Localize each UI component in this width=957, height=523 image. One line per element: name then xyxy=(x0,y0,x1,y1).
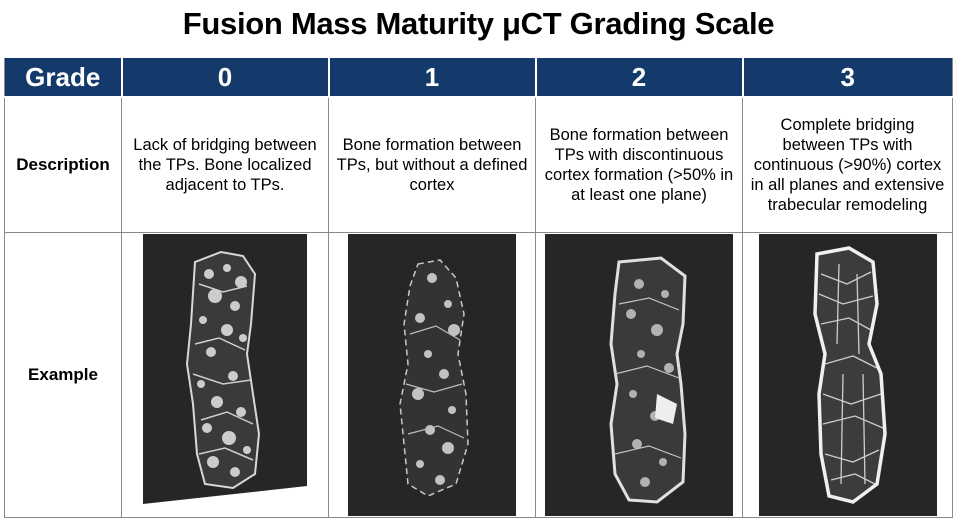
grade-2-example-cell xyxy=(535,232,743,518)
header-row: Grade 0 1 2 3 xyxy=(4,56,953,98)
grade-3-description: Complete bridging between TPs with conti… xyxy=(742,96,953,233)
grade-2-header: 2 xyxy=(534,56,744,98)
grade-2-description: Bone formation between TPs with disconti… xyxy=(535,96,743,233)
ct-scan-grade-2-image xyxy=(545,234,733,516)
ct-scan-grade-1-image xyxy=(348,234,516,516)
grade-0-description: Lack of bridging between the TPs. Bone l… xyxy=(121,96,329,233)
grade-1-header: 1 xyxy=(327,56,537,98)
grade-0-example-cell xyxy=(121,232,329,518)
page-title: Fusion Mass Maturity μCT Grading Scale xyxy=(182,6,775,41)
description-row-label: Description xyxy=(4,96,122,233)
example-row-label: Example xyxy=(4,232,122,518)
ct-scan-grade-3-image xyxy=(758,234,937,516)
description-row: Description Lack of bridging between the… xyxy=(4,96,953,233)
grade-header-label: Grade xyxy=(4,56,123,98)
grade-0-header: 0 xyxy=(120,56,330,98)
example-row: Example xyxy=(4,232,953,518)
grading-table: Grade 0 1 2 3 Description Lack of bridgi… xyxy=(4,56,953,518)
grade-1-example-cell xyxy=(328,232,536,518)
grade-3-example-cell xyxy=(742,232,953,518)
ct-scan-grade-0-image xyxy=(143,234,307,516)
grade-1-description: Bone formation between TPs, but without … xyxy=(328,96,536,233)
grade-3-header: 3 xyxy=(741,56,953,98)
